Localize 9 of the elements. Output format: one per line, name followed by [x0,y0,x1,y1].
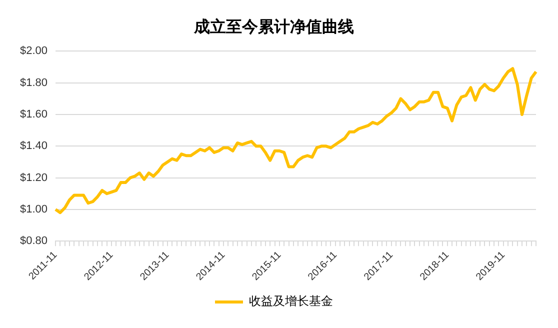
y-tick-label: $1.60 [20,108,48,121]
y-tick-label: $2.00 [20,45,48,58]
chart-title: 成立至今累计净值曲线 [193,16,354,36]
y-tick-label: $1.00 [20,203,48,216]
y-tick-label: $1.80 [20,76,48,89]
y-tick-label: $1.20 [20,172,48,184]
y-tick-label: $1.40 [20,140,48,152]
y-tick-label: $0.80 [20,235,48,248]
legend-label: 收益及增长基金 [249,294,333,308]
